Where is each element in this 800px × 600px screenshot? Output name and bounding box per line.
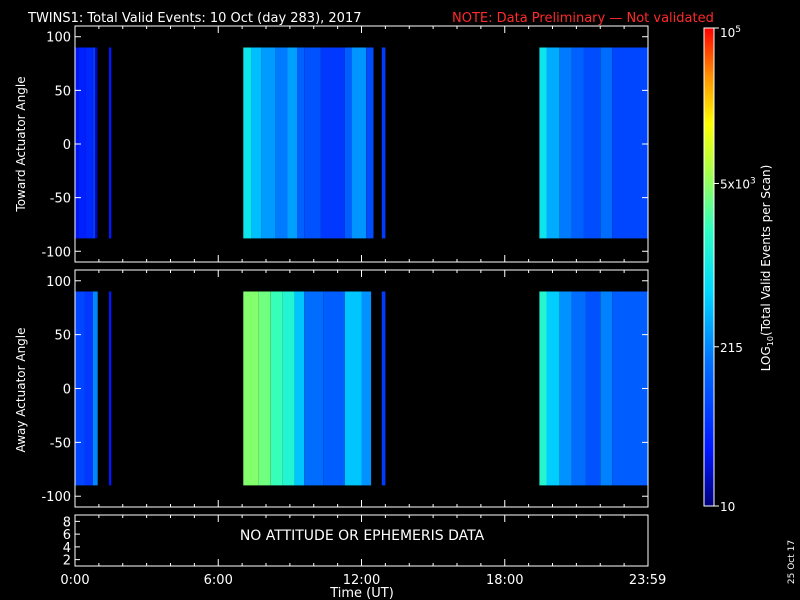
- colorbar-tick-label: 10: [720, 500, 735, 514]
- heatmap-segment: [261, 47, 276, 239]
- heatmap-segment: [282, 291, 295, 486]
- y-tick-label: 50: [54, 329, 71, 344]
- x-tick-label: 12:00: [343, 573, 380, 588]
- heatmap-segment: [92, 291, 98, 486]
- heatmap-segment: [270, 291, 283, 486]
- colorbar-tick-label: 215: [720, 341, 743, 355]
- x-tick-label: 0:00: [60, 573, 89, 588]
- heatmap-segment: [366, 47, 374, 239]
- heatmap-segment: [546, 47, 560, 239]
- heatmap-segment: [92, 47, 96, 239]
- heatmap-segment: [585, 291, 601, 486]
- x-tick-label: 6:00: [204, 573, 233, 588]
- heatmap-segment: [84, 291, 93, 486]
- heatmap-segment: [304, 47, 321, 239]
- heatmap-segment: [297, 47, 305, 239]
- chart-title: TWINS1: Total Valid Events: 10 Oct (day …: [27, 11, 362, 26]
- colorbar-gradient: [703, 27, 715, 507]
- heatmap-segment: [304, 291, 324, 486]
- colorbar-tick-label: 105: [720, 25, 741, 40]
- heatmap-segment: [344, 291, 362, 486]
- heatmap-segment: [108, 47, 112, 239]
- no-data-message: NO ATTITUDE OR EPHEMERIS DATA: [240, 528, 485, 544]
- heatmap-segment: [612, 47, 648, 239]
- y-tick-label: 2: [63, 554, 71, 569]
- heatmap-segment: [95, 47, 98, 239]
- heatmap-segment: [583, 47, 601, 239]
- y-tick-label: 100: [46, 31, 71, 46]
- heatmap-segment: [108, 291, 112, 486]
- away-panel: 100 50 0 -50 -100: [41, 269, 649, 508]
- heatmap-segment: [571, 47, 584, 239]
- heatmap-segment: [600, 47, 613, 239]
- date-stamp: 25 Oct 17: [787, 540, 797, 584]
- heatmap-segment: [559, 291, 572, 486]
- y-tick-label: 50: [54, 84, 71, 99]
- toward-panel: 100 50 0 -50 -100: [41, 25, 649, 263]
- heatmap-segment: [85, 47, 93, 239]
- heatmap-segment: [320, 47, 345, 239]
- y-tick-label: 0: [63, 383, 71, 398]
- y-tick-label: 100: [46, 275, 71, 290]
- colorbar-tick-label: 5x103: [720, 176, 756, 191]
- heatmap-segment: [294, 291, 305, 486]
- heatmap-segment: [546, 291, 560, 486]
- heatmap-segment: [381, 47, 386, 239]
- heatmap-segment: [251, 47, 262, 239]
- colorbar-label: LOG10(Total Valid Events per Scan): [759, 165, 775, 372]
- heatmap-segment: [287, 47, 298, 239]
- colorbar: 10 215 5x103 105: [703, 25, 756, 514]
- heatmap-segment: [361, 291, 372, 486]
- heatmap-segment: [344, 47, 352, 239]
- heatmap-segment: [539, 47, 547, 239]
- y-tick-label: 0: [63, 138, 71, 153]
- heatmap-segment: [243, 291, 259, 486]
- y-tick-label: -100: [41, 245, 71, 260]
- preliminary-note: NOTE: Data Preliminary — Not validated: [452, 11, 714, 26]
- heatmap-segment: [78, 47, 86, 239]
- x-tick-label: 18:00: [486, 573, 523, 588]
- y-tick-label: 6: [63, 528, 71, 543]
- heatmap-segment: [539, 291, 547, 486]
- heatmap-segment: [559, 47, 572, 239]
- x-axis-label: Time (UT): [329, 586, 394, 600]
- heatmap-segment: [275, 47, 288, 239]
- y-tick-label: 4: [63, 541, 71, 556]
- y-tick-label: -100: [41, 490, 71, 505]
- x-tick-label: 23:59: [629, 573, 666, 588]
- heatmap-segment: [243, 47, 252, 239]
- heatmap-segment: [351, 47, 367, 239]
- heatmap-segment: [381, 291, 386, 486]
- y-tick-label: 8: [63, 515, 71, 530]
- heatmap-segment: [258, 291, 271, 486]
- heatmap-segment: [600, 291, 613, 486]
- y-tick-label: -50: [50, 436, 71, 451]
- heatmap-segment: [571, 291, 586, 486]
- toward-ylabel: Toward Actuator Angle: [14, 76, 28, 212]
- y-tick-label: -50: [50, 192, 71, 207]
- heatmap-segment: [75, 47, 79, 239]
- heatmap-segment: [323, 291, 345, 486]
- away-ylabel: Away Actuator Angle: [14, 327, 28, 452]
